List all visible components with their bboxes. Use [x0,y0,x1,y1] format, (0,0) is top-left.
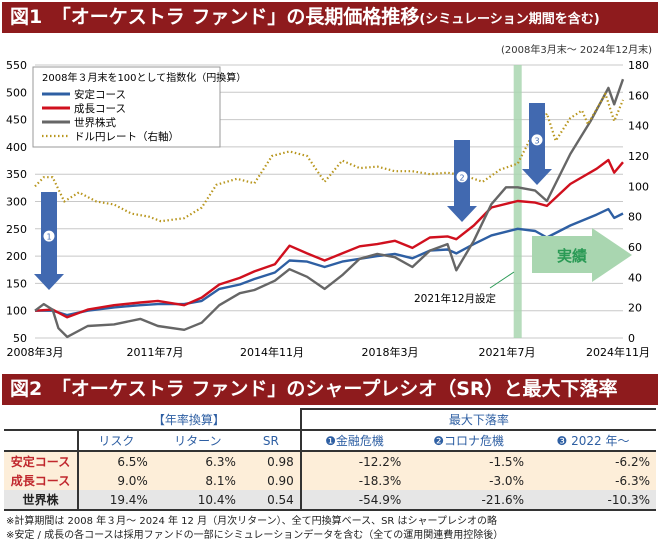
legend-title: 2008年３月末を100として指数化（円換算） [42,71,246,84]
y-left-tick: 250 [6,223,27,236]
cell: 9.0% [77,471,154,490]
cell: 0.54 [241,490,301,510]
y-left-tick: 300 [6,196,27,209]
y-right-tick: 100 [628,180,649,193]
event-number: 1 [46,233,51,242]
col-gfc: ❶金融危機 [299,430,408,451]
table-group-header: 【年率換算】 最大下落率 [4,408,656,430]
cell: 6.3% [153,451,242,471]
cell: -18.3% [299,471,408,490]
row-label: 安定コース [4,451,78,471]
cell: 8.1% [153,471,242,490]
cell: 10.4% [153,490,242,510]
cell: 0.98 [241,451,301,471]
x-tick: 2018年3月 [362,345,419,359]
y-right-tick: 40 [628,271,642,284]
row-label: 成長コース [4,471,78,490]
legend-label: 安定コース [74,88,126,101]
table-row: 世界株 19.4% 10.4% 0.54 -54.9% -21.6% -10.3… [4,490,656,510]
cell: 19.4% [77,490,154,510]
y-left-tick: 50 [13,332,27,345]
y-left-tick: 100 [6,305,27,318]
period-label: (2008年3月末～ 2024年12月末) [501,45,652,56]
inception-label: 2021年12月設定 [414,292,497,305]
x-tick: 2024年11月 [586,345,650,359]
legend-label: 世界株式 [74,116,116,129]
series-line-0 [35,207,624,317]
table-column-header: リスク リターン SR ❶金融危機 ❷コロナ危機 ❸ 2022 年～ [4,430,656,451]
col-risk: リスク [77,430,154,451]
series-line-1 [34,158,624,319]
cell: 0.90 [241,471,301,490]
x-tick: 2008年3月 [7,345,64,359]
x-tick: 2021年7月 [479,345,536,359]
y-right-tick: 140 [628,120,649,133]
y-right-tick: 160 [628,89,649,102]
cell: -10.3% [529,490,656,510]
col-covid: ❷コロナ危機 [433,434,504,448]
row-label: 世界株 [4,490,78,510]
cell: 6.5% [77,451,154,471]
y-right-tick: 20 [628,302,642,315]
table-row: 成長コース 9.0% 8.1% 0.90 -18.3% -3.0% -6.3% [4,471,656,490]
y-right-tick: 80 [628,211,642,224]
cell: -54.9% [299,490,408,510]
event-number: 3 [534,136,539,145]
group-annual: 【年率換算】 [152,412,225,427]
cell: -6.2% [529,451,656,471]
cell: -6.3% [529,471,656,490]
y-left-tick: 500 [6,86,27,99]
y-left-tick: 400 [6,141,27,154]
legend-label: ドル円レート（右軸） [74,130,179,143]
price-chart: 50 100 150 200 250 300 350 400 450 500 550 0 20 40 60 8… [6,59,650,359]
table-row: 安定コース 6.5% 6.3% 0.98 -12.2% -1.5% -6.2% [4,451,656,471]
footnote: ※計算期間は 2008 年３月～ 2024 年 12 月（月次リターン）、全て円… [6,516,497,527]
event-number: 2 [459,173,464,182]
cell: -3.0% [407,471,530,490]
inception-pointer [489,271,515,289]
actual-arrow [532,228,632,282]
footnote: ※安定 / 成長の各コースは採用ファンドの一部にシミュレーションデータを含む（全… [6,530,504,541]
event-marker [456,171,468,183]
figure2-title: 図2 「オーケストラ ファンド」のシャープレシオ（SR）と最大下落率 [2,374,658,405]
y-left-tick: 550 [6,59,27,72]
series-line-2 [34,78,625,339]
y-left-tick: 200 [6,250,27,263]
x-tick: 2011年7月 [127,345,184,359]
x-tick: 2014年11月 [240,345,304,359]
col-sr: SR [262,433,279,448]
actual-label: 実績 [557,247,587,265]
legend: 2008年３月末を100として指数化（円換算） 安定コース成長コース世界株式ドル… [32,66,246,148]
figure1-title: 図1 「オーケストラ ファンド」の長期価格推移(シミュレーション期間を含む) [2,2,658,33]
cell: -12.2% [299,451,408,471]
y-left-tick: 350 [6,168,27,181]
figure1-title-text: 図1 「オーケストラ ファンド」の長期価格推移 [10,6,420,28]
series-line-3 [34,92,625,223]
y-right-tick: 0 [628,332,635,345]
y-left-tick: 450 [6,114,27,127]
event-marker [531,134,543,146]
sharpe-drawdown-table: 【年率換算】 最大下落率 リスク リターン SR ❶金融危機 ❷コロナ危機 ❸ … [4,408,656,511]
col-2022: ❸ 2022 年～ [556,434,630,448]
cell: -21.6% [407,490,530,510]
figure1-title-suffix: (シミュレーション期間を含む) [419,12,600,27]
col-return: リターン [174,434,222,448]
cell: -1.5% [407,451,530,471]
group-drawdown: 最大下落率 [299,408,656,430]
legend-label: 成長コース [74,103,126,115]
y-right-tick: 120 [628,150,649,163]
y-right-tick: 60 [628,241,642,254]
event-marker [43,230,55,242]
y-right-tick: 180 [628,59,649,72]
y-left-tick: 150 [6,277,27,290]
